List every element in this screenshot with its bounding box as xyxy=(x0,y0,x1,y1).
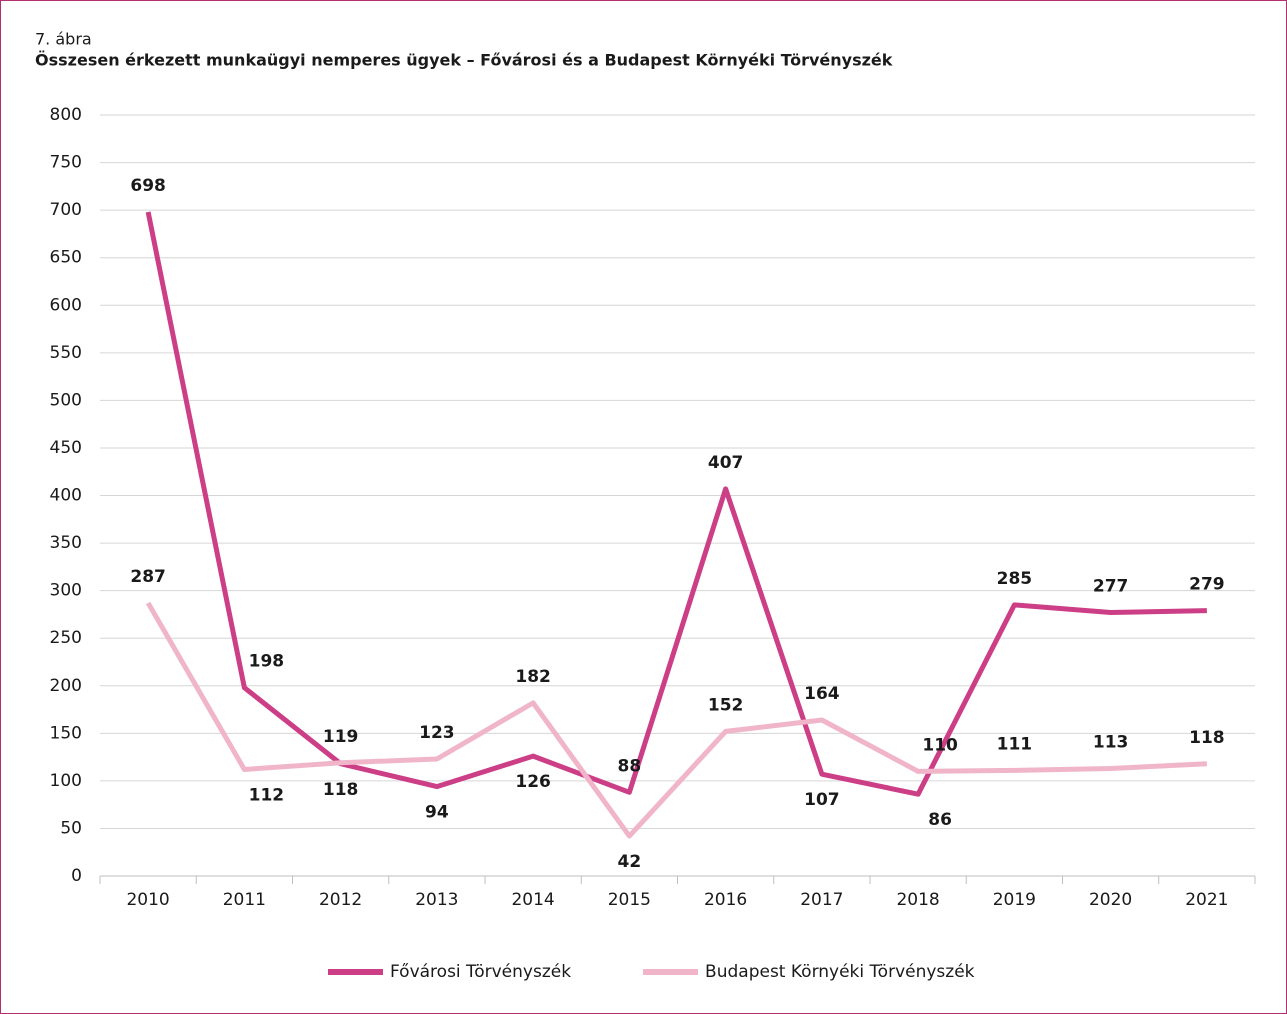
y-tick-label: 350 xyxy=(50,533,82,553)
data-label: 42 xyxy=(618,852,642,872)
y-tick-label: 150 xyxy=(50,723,82,743)
data-label: 407 xyxy=(708,453,744,473)
x-tick-label: 2014 xyxy=(511,890,554,910)
data-label: 94 xyxy=(425,803,449,823)
series-line xyxy=(145,601,1207,839)
x-tick-label: 2010 xyxy=(126,890,169,910)
data-label: 113 xyxy=(1093,733,1129,753)
chart-title: Összesen érkezett munkaügyi nemperes ügy… xyxy=(35,51,893,70)
data-label: 111 xyxy=(997,734,1033,754)
series-line xyxy=(145,211,1207,797)
y-tick-label: 700 xyxy=(50,200,82,220)
y-tick-label: 400 xyxy=(50,486,82,506)
data-label: 287 xyxy=(130,567,166,587)
y-tick-label: 500 xyxy=(50,390,82,410)
x-tick-label: 2020 xyxy=(1089,890,1132,910)
data-label: 126 xyxy=(515,772,551,792)
x-tick-label: 2018 xyxy=(896,890,939,910)
y-tick-label: 250 xyxy=(50,628,82,648)
y-tick-label: 100 xyxy=(50,771,82,791)
data-label: 152 xyxy=(708,695,744,715)
y-tick-label: 450 xyxy=(50,438,82,458)
data-label: 88 xyxy=(618,756,642,776)
data-label: 118 xyxy=(323,780,359,800)
data-label: 123 xyxy=(419,723,455,743)
data-label: 119 xyxy=(323,727,359,747)
x-tick-label: 2021 xyxy=(1185,890,1228,910)
x-tick-label: 2011 xyxy=(223,890,266,910)
y-tick-label: 50 xyxy=(60,818,82,838)
data-label: 198 xyxy=(249,652,285,672)
data-label: 86 xyxy=(928,810,952,830)
figure-label: 7. ábra xyxy=(35,30,92,49)
data-label: 279 xyxy=(1189,575,1225,595)
x-tick-label: 2015 xyxy=(608,890,651,910)
y-tick-label: 300 xyxy=(50,581,82,601)
data-label: 285 xyxy=(997,569,1033,589)
legend-label: Fővárosi Törvényszék xyxy=(390,962,571,982)
data-label: 277 xyxy=(1093,577,1129,597)
data-label: 110 xyxy=(922,735,958,755)
y-tick-label: 550 xyxy=(50,343,82,363)
y-tick-label: 800 xyxy=(50,105,82,125)
x-tick-label: 2013 xyxy=(415,890,458,910)
data-label: 107 xyxy=(804,790,840,810)
data-label: 698 xyxy=(130,176,166,196)
x-tick-label: 2017 xyxy=(800,890,843,910)
y-tick-label: 600 xyxy=(50,295,82,315)
y-tick-label: 650 xyxy=(50,248,82,268)
data-label: 118 xyxy=(1189,728,1225,748)
x-tick-label: 2012 xyxy=(319,890,362,910)
legend-label: Budapest Környéki Törvényszék xyxy=(705,962,975,982)
x-tick-label: 2016 xyxy=(704,890,747,910)
y-tick-label: 750 xyxy=(50,153,82,173)
y-tick-label: 0 xyxy=(71,866,82,886)
x-tick-label: 2019 xyxy=(993,890,1036,910)
data-label: 164 xyxy=(804,684,840,704)
y-tick-label: 200 xyxy=(50,676,82,696)
data-label: 112 xyxy=(249,785,285,805)
data-label: 182 xyxy=(515,667,551,687)
